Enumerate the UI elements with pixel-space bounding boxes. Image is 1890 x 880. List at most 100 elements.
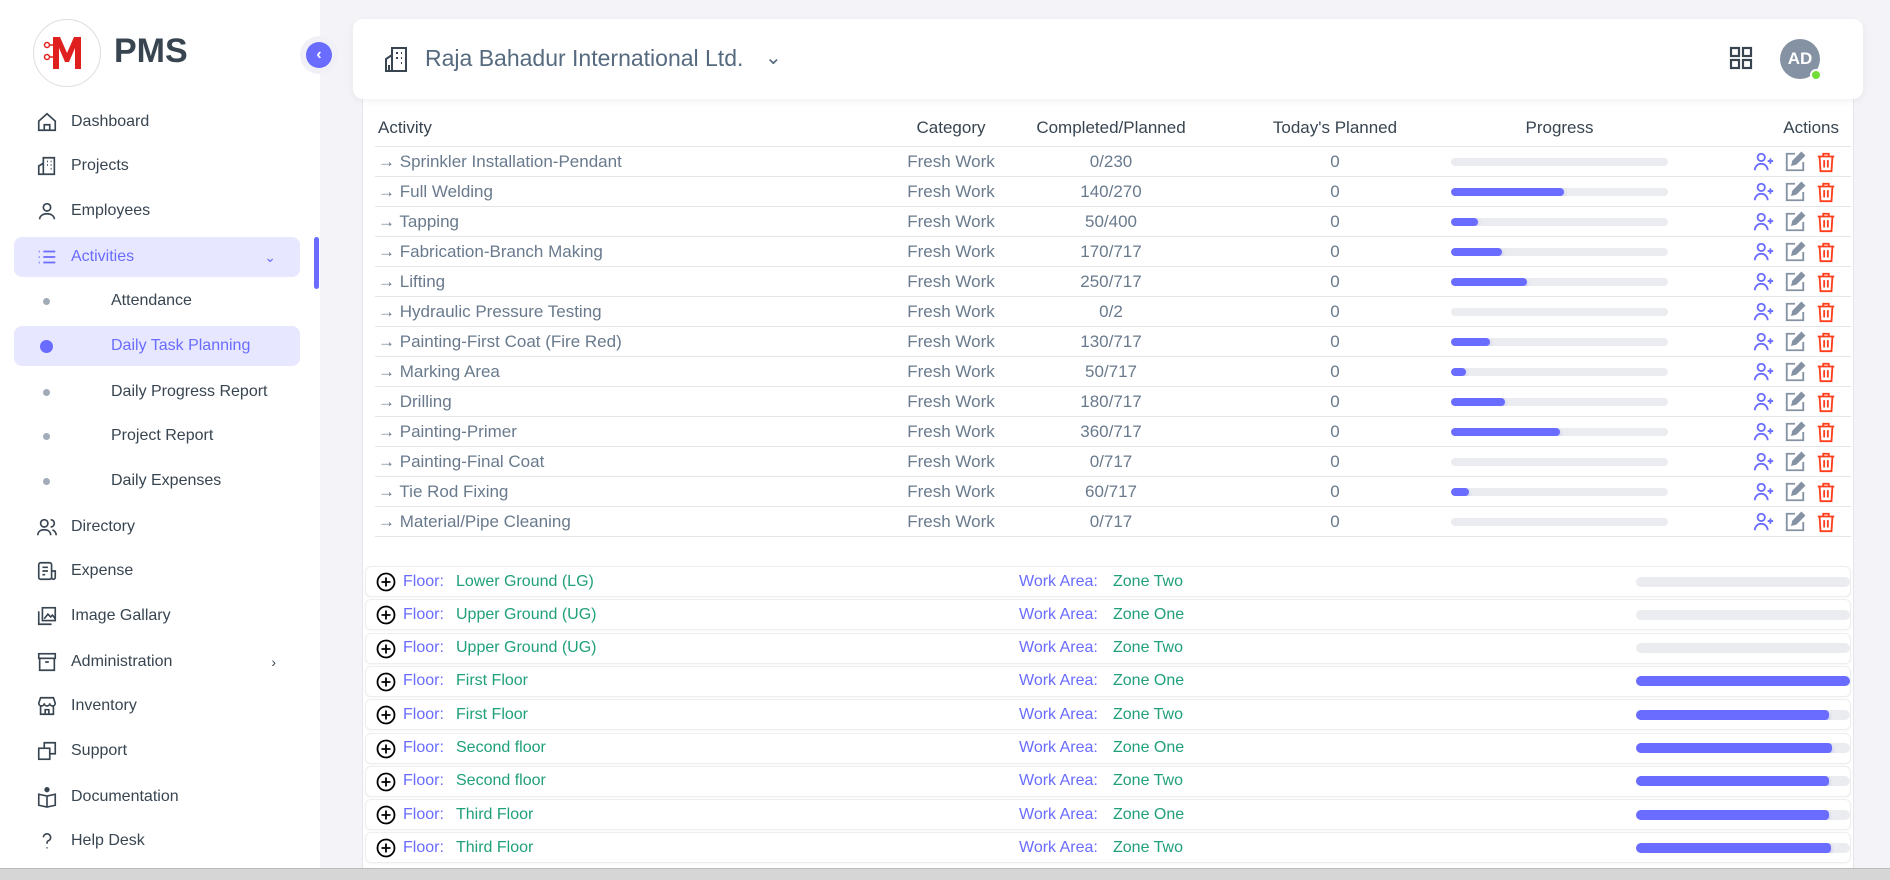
delete-icon[interactable] — [1815, 241, 1837, 263]
sidebar-item-label: Support — [71, 742, 128, 759]
sidebar-subitem-attendance[interactable]: Attendance — [14, 281, 300, 321]
sidebar-item-image-gallary[interactable]: Image Gallary — [14, 596, 300, 636]
sidebar-item-employees[interactable]: Employees — [14, 191, 300, 231]
sidebar-item-projects[interactable]: Projects — [14, 146, 300, 186]
edit-icon[interactable] — [1784, 181, 1806, 203]
delete-icon[interactable] — [1815, 181, 1837, 203]
row-actions — [1753, 481, 1837, 503]
assign-user-icon[interactable] — [1753, 511, 1775, 533]
activity-name[interactable]: → Tie Rod Fixing — [378, 482, 508, 502]
floor-row[interactable]: Floor: First Floor Work Area: Zone One — [365, 665, 1851, 697]
sidebar-item-expense[interactable]: Expense — [14, 551, 300, 591]
expand-plus-icon[interactable] — [376, 805, 396, 825]
expand-plus-icon[interactable] — [376, 639, 396, 659]
activity-name[interactable]: → Lifting — [378, 272, 445, 292]
floor-row[interactable]: Floor: Upper Ground (UG) Work Area: Zone Tw… — [365, 632, 1851, 664]
activity-name[interactable]: → Marking Area — [378, 362, 500, 382]
floor-row[interactable]: Floor: Second floor Work Area: Zone Two — [365, 765, 1851, 797]
sidebar-item-directory[interactable]: Directory — [14, 507, 300, 547]
chevron-down-icon[interactable]: ⌄ — [765, 47, 782, 69]
sidebar-item-dashboard[interactable]: Dashboard — [14, 102, 300, 142]
sidebar-item-documentation[interactable]: Documentation — [14, 777, 300, 817]
activity-name[interactable]: → Tapping — [378, 212, 459, 232]
expand-plus-icon[interactable] — [376, 772, 396, 792]
floor-progress-bar — [1636, 776, 1850, 787]
sidebar-item-inventory[interactable]: Inventory — [14, 686, 300, 726]
avatar[interactable]: AD — [1780, 39, 1822, 81]
edit-icon[interactable] — [1784, 211, 1806, 233]
activity-name[interactable]: → Painting-Final Coat — [378, 452, 544, 472]
assign-user-icon[interactable] — [1753, 391, 1775, 413]
expand-plus-icon[interactable] — [376, 605, 396, 625]
delete-icon[interactable] — [1815, 151, 1837, 173]
edit-icon[interactable] — [1784, 421, 1806, 443]
floor-row[interactable]: Floor: Third Floor Work Area: Zone One — [365, 799, 1851, 831]
sidebar-item-help-desk[interactable]: Help Desk — [14, 821, 300, 861]
delete-icon[interactable] — [1815, 301, 1837, 323]
assign-user-icon[interactable] — [1753, 421, 1775, 443]
expand-plus-icon[interactable] — [376, 672, 396, 692]
edit-icon[interactable] — [1784, 301, 1806, 323]
activity-name[interactable]: → Material/Pipe Cleaning — [378, 512, 571, 532]
assign-user-icon[interactable] — [1753, 301, 1775, 323]
activity-name[interactable]: → Fabrication-Branch Making — [378, 242, 603, 262]
delete-icon[interactable] — [1815, 421, 1837, 443]
assign-user-icon[interactable] — [1753, 361, 1775, 383]
delete-icon[interactable] — [1815, 361, 1837, 383]
sidebar-item-activities[interactable]: Activities ⌄ — [14, 237, 300, 277]
expand-plus-icon[interactable] — [376, 838, 396, 858]
floor-row[interactable]: Floor: Lower Ground (LG) Work Area: Zone Tw… — [365, 566, 1851, 597]
delete-icon[interactable] — [1815, 511, 1837, 533]
activity-name[interactable]: → Hydraulic Pressure Testing — [378, 302, 602, 322]
expand-plus-icon[interactable] — [376, 705, 396, 725]
sidebar-subitem-daily-expenses[interactable]: Daily Expenses — [14, 461, 300, 501]
edit-icon[interactable] — [1784, 331, 1806, 353]
edit-icon[interactable] — [1784, 241, 1806, 263]
assign-user-icon[interactable] — [1753, 451, 1775, 473]
project-selector[interactable]: Raja Bahadur International Ltd. — [425, 45, 744, 71]
logo[interactable] — [33, 19, 101, 87]
edit-icon[interactable] — [1784, 361, 1806, 383]
activity-name[interactable]: → Painting-Primer — [378, 422, 517, 442]
edit-icon[interactable] — [1784, 271, 1806, 293]
sidebar-subitem-project-report[interactable]: Project Report — [14, 416, 300, 456]
building-icon — [385, 47, 407, 72]
chevron-down-icon: ⌄ — [264, 248, 276, 265]
apps-grid-icon[interactable] — [1729, 46, 1753, 70]
delete-icon[interactable] — [1815, 211, 1837, 233]
sidebar-subitem-daily-task-planning[interactable]: Daily Task Planning — [14, 326, 300, 366]
sidebar-item-support[interactable]: Support — [14, 731, 300, 771]
edit-icon[interactable] — [1784, 511, 1806, 533]
activity-name[interactable]: → Painting-First Coat (Fire Red) — [378, 332, 622, 352]
floor-row[interactable]: Floor: Upper Ground (UG) Work Area: Zone On… — [365, 599, 1851, 631]
delete-icon[interactable] — [1815, 451, 1837, 473]
floor-row[interactable]: Floor: First Floor Work Area: Zone Two — [365, 699, 1851, 731]
activity-name[interactable]: → Drilling — [378, 392, 452, 412]
delete-icon[interactable] — [1815, 271, 1837, 293]
assign-user-icon[interactable] — [1753, 151, 1775, 173]
floor-row[interactable]: Floor: Second floor Work Area: Zone One — [365, 732, 1851, 764]
delete-icon[interactable] — [1815, 331, 1837, 353]
activity-name[interactable]: → Sprinkler Installation-Pendant — [378, 152, 622, 172]
edit-icon[interactable] — [1784, 451, 1806, 473]
assign-user-icon[interactable] — [1753, 241, 1775, 263]
assign-user-icon[interactable] — [1753, 271, 1775, 293]
activity-name[interactable]: → Full Welding — [378, 182, 493, 202]
expand-plus-icon[interactable] — [376, 739, 396, 759]
sidebar-subitem-daily-progress-report[interactable]: Daily Progress Report — [14, 372, 300, 412]
assign-user-icon[interactable] — [1753, 481, 1775, 503]
floor-row[interactable]: Floor: Third Floor Work Area: Zone Two — [365, 832, 1851, 864]
edit-icon[interactable] — [1784, 151, 1806, 173]
assign-user-icon[interactable] — [1753, 181, 1775, 203]
assign-user-icon[interactable] — [1753, 211, 1775, 233]
expand-plus-icon[interactable] — [376, 572, 396, 592]
user-icon — [36, 200, 58, 222]
assign-user-icon[interactable] — [1753, 331, 1775, 353]
delete-icon[interactable] — [1815, 481, 1837, 503]
edit-icon[interactable] — [1784, 481, 1806, 503]
sidebar-item-administration[interactable]: Administration › — [14, 642, 300, 682]
scroll-indicator[interactable] — [314, 237, 319, 289]
delete-icon[interactable] — [1815, 391, 1837, 413]
edit-icon[interactable] — [1784, 391, 1806, 413]
collapse-sidebar-button[interactable]: ‹ — [300, 36, 338, 74]
